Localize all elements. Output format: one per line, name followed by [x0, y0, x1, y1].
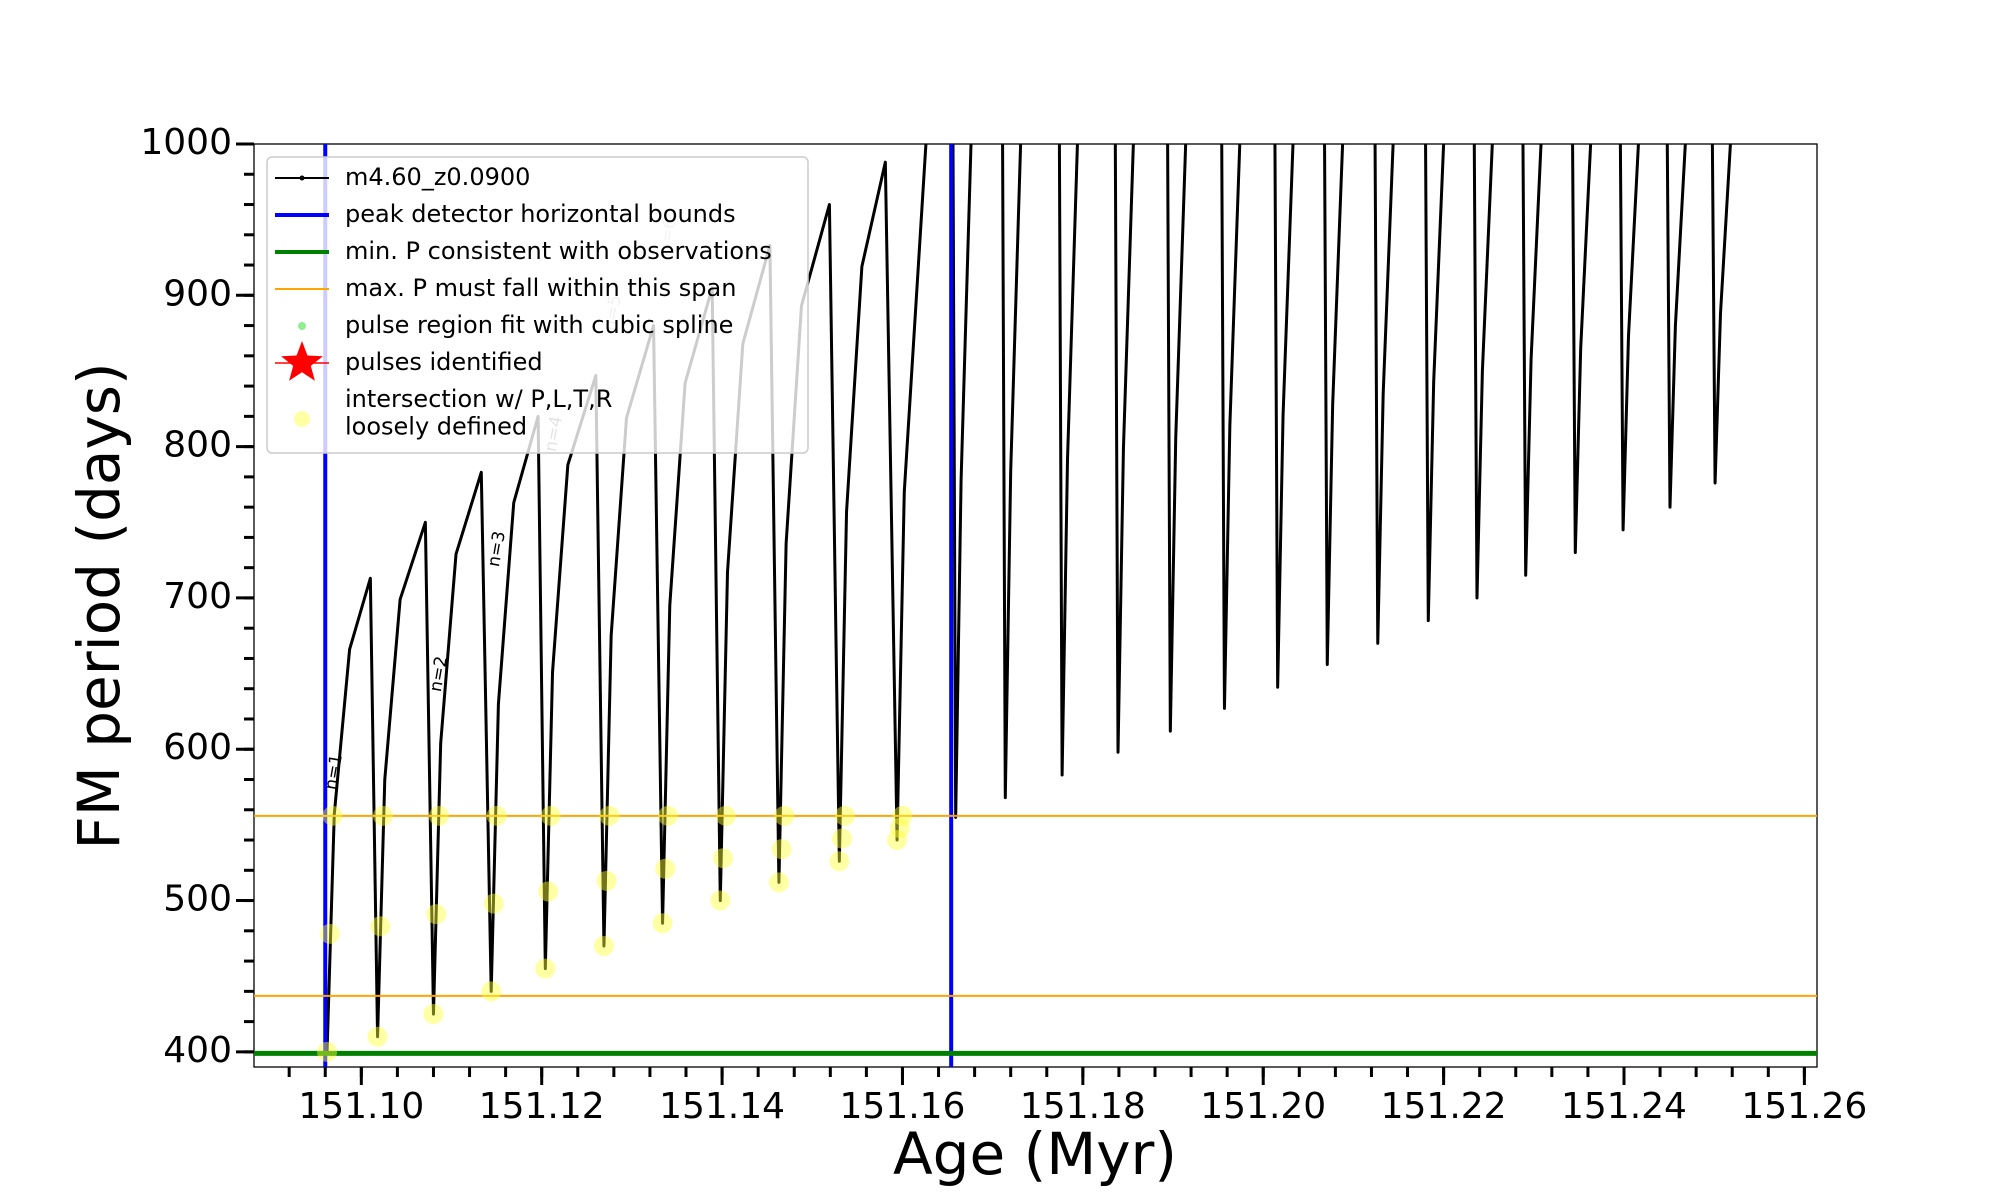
- scatter-point: [540, 805, 561, 826]
- x-tick-label: 151.22: [1381, 1086, 1507, 1127]
- scatter-point: [322, 805, 343, 826]
- scatter-point: [483, 893, 504, 914]
- scatter-point: [370, 916, 391, 937]
- scatter-point: [832, 828, 853, 849]
- legend-label: peak detector horizontal bounds: [345, 200, 736, 228]
- scatter-point: [715, 805, 736, 826]
- legend-marker: [298, 322, 306, 330]
- x-tick-label: 151.26: [1741, 1086, 1867, 1127]
- x-axis-label: Age (Myr): [893, 1120, 1177, 1188]
- plot-frame: [253, 143, 1818, 1068]
- scatter-point: [596, 870, 617, 891]
- scatter-point: [889, 817, 910, 838]
- y-tick-label: 600: [163, 727, 232, 768]
- x-tick-label: 151.24: [1561, 1086, 1687, 1127]
- scatter-point: [367, 1026, 388, 1047]
- scatter-point: [599, 805, 620, 826]
- y-tick-label: 500: [163, 879, 232, 920]
- legend-label: pulse region fit with cubic spline: [345, 311, 733, 339]
- legend-marker: [294, 411, 310, 427]
- scatter-point: [319, 923, 340, 944]
- x-tick-label: 151.20: [1200, 1086, 1326, 1127]
- scatter-point: [317, 1041, 338, 1062]
- x-tick-label: 151.16: [839, 1086, 965, 1127]
- scatter-point: [710, 890, 731, 911]
- scatter-point: [657, 805, 678, 826]
- y-tick-label: 1000: [140, 122, 232, 163]
- legend-label: intersection w/ P,L,T,R loosely defined: [345, 385, 612, 441]
- scatter-point: [652, 913, 673, 934]
- legend-label: min. P consistent with observations: [345, 237, 772, 265]
- scatter-point: [428, 805, 449, 826]
- scatter-point: [426, 904, 447, 925]
- legend-label: max. P must fall within this span: [345, 274, 736, 302]
- scatter-point: [538, 881, 559, 902]
- y-axis-label: FM period (days): [65, 362, 133, 849]
- x-tick-label: 151.12: [479, 1086, 605, 1127]
- scatter-point: [423, 1004, 444, 1025]
- legend-label: m4.60_z0.0900: [345, 163, 530, 191]
- data-line: [325, 144, 1732, 1052]
- scatter-point: [593, 935, 614, 956]
- scatter-point: [486, 805, 507, 826]
- legend-marker: [281, 341, 323, 381]
- scatter-point: [535, 958, 556, 979]
- scatter-point: [892, 805, 913, 826]
- x-tick-label: 151.10: [298, 1086, 424, 1127]
- scatter-point: [774, 805, 795, 826]
- y-tick-label: 400: [163, 1030, 232, 1071]
- plot-area: [254, 144, 1817, 1067]
- legend-marker: [299, 175, 305, 181]
- y-tick-label: 900: [163, 273, 232, 314]
- scatter-point: [829, 851, 850, 872]
- scatter-point: [372, 805, 393, 826]
- scatter-point: [481, 981, 502, 1002]
- x-tick-label: 151.14: [659, 1086, 785, 1127]
- scatter-point: [771, 839, 792, 860]
- scatter-point: [655, 858, 676, 879]
- scatter-point: [834, 805, 855, 826]
- scatter-point: [768, 872, 789, 893]
- y-tick-label: 800: [163, 425, 232, 466]
- legend-box: [266, 156, 809, 454]
- legend-label: pulses identified: [345, 348, 543, 376]
- scatter-point: [712, 848, 733, 869]
- y-tick-label: 700: [163, 576, 232, 617]
- x-tick-label: 151.18: [1020, 1086, 1146, 1127]
- scatter-point: [887, 830, 908, 851]
